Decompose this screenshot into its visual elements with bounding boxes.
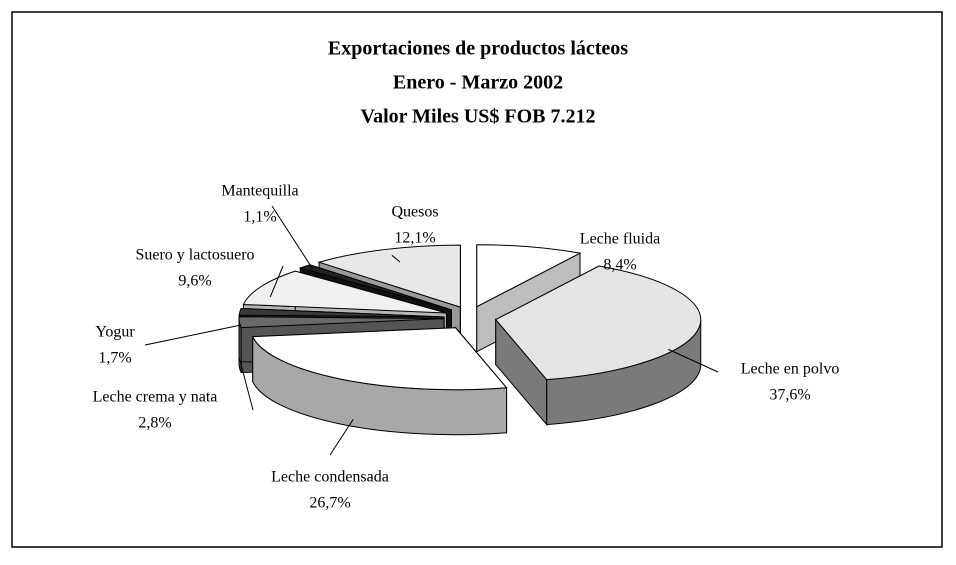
chart-title: Enero - Marzo 2002 [393,72,563,94]
labels: Leche fluida 8,4% Leche en polvo 37,6% Leche… [93,183,840,512]
slice-value-label: 9,6% [178,273,211,290]
leader-line [238,358,254,411]
slice [251,327,508,391]
leader-line [668,348,719,373]
slice [238,307,445,318]
slice [494,265,702,381]
slice [242,270,447,314]
slice-label: Mantequilla [221,183,298,200]
slice-value-label: 37,6% [769,387,810,404]
slice-label: Leche en polvo [741,361,840,378]
slice-label: Quesos [391,204,438,221]
slice-value-label: 12,1% [394,230,435,247]
pie [238,244,702,436]
slice-value-label: 1,1% [243,209,276,226]
slice-label: Leche condensada [271,469,389,486]
leader-line [271,205,313,269]
chart-title: Exportaciones de productos lácteos [328,38,628,60]
slice-value-label: 2,8% [138,415,171,432]
leader-line [391,254,401,263]
leader-line [329,418,354,456]
leader-line [144,324,240,346]
slice [317,244,461,308]
slice-label: Leche crema y nata [93,389,218,406]
slice [476,244,582,308]
slice-label: Suero y lactosuero [135,247,254,264]
slice [238,316,445,329]
slice-label: Yogur [95,324,135,341]
leader-line [269,265,284,298]
slice-value-label: 1,7% [98,350,131,367]
chart-title: Valor Miles US$ FOB 7.212 [360,106,595,128]
slice-value-label: 26,7% [309,495,350,512]
slice-label: Leche fluida [580,231,660,248]
slice-value-label: 8,4% [603,257,636,274]
